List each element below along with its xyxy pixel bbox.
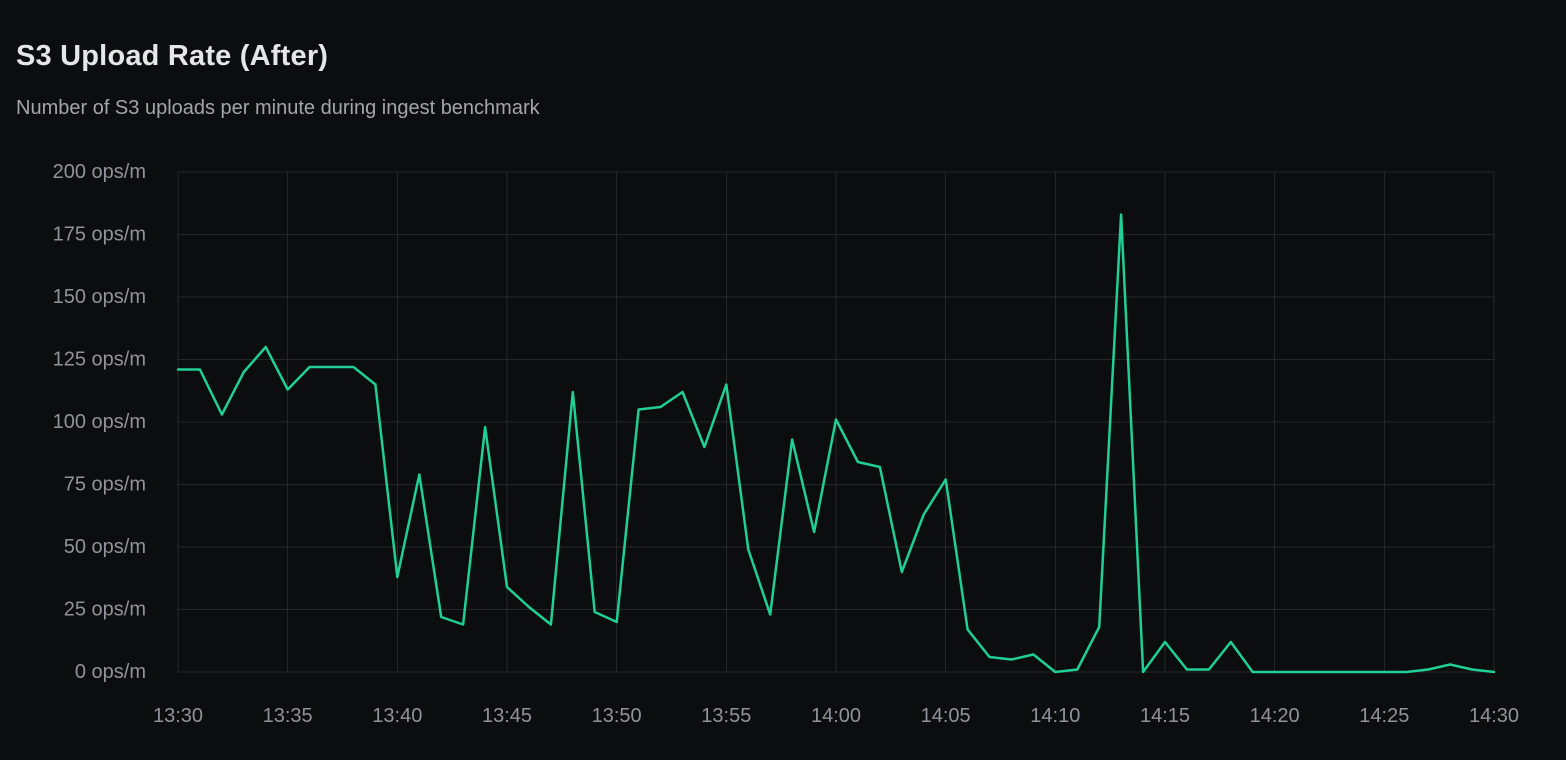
x-tick-label: 14:05 [921, 705, 971, 727]
x-tick-label: 14:15 [1140, 705, 1190, 727]
y-tick-label: 75 ops/m [64, 474, 146, 496]
y-tick-label: 100 ops/m [53, 411, 146, 433]
x-tick-label: 14:00 [811, 705, 861, 727]
x-tick-label: 14:20 [1250, 705, 1300, 727]
x-tick-label: 14:25 [1359, 705, 1409, 727]
y-tick-label: 175 ops/m [53, 224, 146, 246]
x-tick-label: 13:35 [263, 705, 313, 727]
y-tick-label: 150 ops/m [53, 286, 146, 308]
y-tick-label: 50 ops/m [64, 536, 146, 558]
x-tick-label: 13:40 [372, 705, 422, 727]
x-tick-label: 14:10 [1030, 705, 1080, 727]
x-tick-label: 13:45 [482, 705, 532, 727]
x-tick-label: 13:55 [701, 705, 751, 727]
y-tick-label: 200 ops/m [53, 161, 146, 183]
series-line [176, 213, 1496, 674]
y-tick-label: 125 ops/m [53, 349, 146, 371]
x-tick-label: 13:50 [592, 705, 642, 727]
y-tick-label: 0 ops/m [75, 661, 146, 683]
panel-subtitle: Number of S3 uploads per minute during i… [16, 97, 540, 119]
panel-title: S3 Upload Rate (After) [16, 40, 329, 72]
x-tick-label: 14:30 [1469, 705, 1519, 727]
x-tick-label: 13:30 [153, 705, 203, 727]
y-tick-label: 25 ops/m [64, 599, 146, 621]
